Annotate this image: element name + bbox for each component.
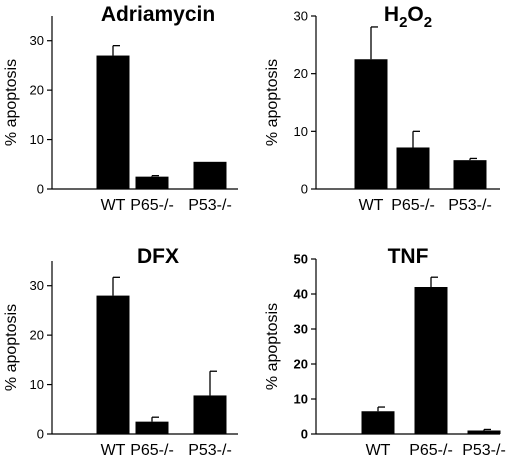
chart-title: H2O2: [384, 3, 432, 31]
category-label: P65-/-: [391, 197, 435, 214]
bar-p53: [453, 160, 487, 189]
chart-panel-4: 0 10 20 30 40 50 WT P65-/- P53-/- % apoptosis TNF: [264, 245, 506, 459]
bar-wt: [361, 411, 395, 434]
category-label: P65-/-: [130, 197, 174, 214]
chart-panel-1: 0 10 20 30 WT P65-/- P53-/- % apoptosis Adriamyc…: [3, 3, 238, 214]
category-label: WT: [366, 442, 391, 459]
y-tick-label: 20: [294, 357, 308, 372]
bar-wt: [96, 55, 130, 189]
chart-panel-2: 0 10 20 30 WT P65-/- P53-/- % apoptosis H2O2: [264, 3, 500, 214]
bar-p65: [135, 176, 169, 189]
category-label: WT: [101, 197, 126, 214]
bar-p53: [193, 395, 227, 434]
chart-panel-3: 0 10 20 30 WT P65-/- P53-/- % apoptosis DFX: [3, 245, 238, 459]
y-tick-label: 50: [294, 252, 308, 267]
category-label: P53-/-: [188, 197, 232, 214]
chart-title: DFX: [137, 245, 179, 268]
y-tick-label: 30: [30, 33, 44, 48]
y-tick-label: 40: [294, 287, 308, 302]
category-label: P53-/-: [462, 442, 506, 459]
chart-title: Adriamycin: [101, 3, 215, 26]
y-tick-label: 20: [294, 66, 308, 81]
y-tick-label: 10: [30, 377, 44, 392]
category-label: P53-/-: [448, 197, 492, 214]
bar-p65: [396, 147, 430, 189]
y-tick-label: 30: [294, 9, 308, 24]
y-axis-label: % apoptosis: [264, 303, 281, 390]
bar-wt: [96, 295, 130, 434]
y-tick-label: 10: [294, 124, 308, 139]
y-tick-label: 30: [30, 278, 44, 293]
y-tick-label: 0: [301, 427, 308, 442]
y-tick-label: 0: [37, 427, 44, 442]
y-axis-label: % apoptosis: [3, 304, 20, 391]
bar-p65: [414, 287, 448, 434]
category-label: WT: [101, 442, 126, 459]
y-tick-label: 20: [30, 83, 44, 98]
y-tick-label: 10: [294, 392, 308, 407]
y-tick-label: 30: [294, 322, 308, 337]
category-label: P53-/-: [188, 442, 232, 459]
bar-p53: [467, 430, 501, 434]
category-label: WT: [359, 197, 384, 214]
category-label: P65-/-: [130, 442, 174, 459]
bar-p65: [135, 421, 169, 434]
y-tick-label: 0: [301, 182, 308, 197]
chart-title: TNF: [388, 245, 429, 268]
bar-p53: [193, 161, 227, 189]
bar-wt: [354, 59, 388, 189]
category-label: P65-/-: [409, 442, 453, 459]
y-axis-label: % apoptosis: [264, 59, 281, 146]
y-tick-label: 10: [30, 132, 44, 147]
y-tick-label: 0: [37, 182, 44, 197]
y-tick-label: 20: [30, 328, 44, 343]
y-axis-label: % apoptosis: [3, 59, 20, 146]
